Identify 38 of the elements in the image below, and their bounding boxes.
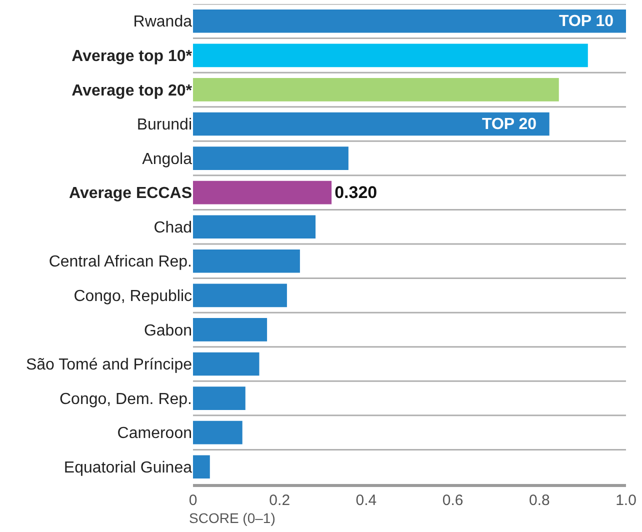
x-tick-label: 0.4 [356, 492, 377, 509]
y-tick-label: Burundi [136, 116, 192, 134]
bar [193, 112, 550, 136]
bar [193, 386, 246, 410]
annotation: TOP 20 [482, 116, 537, 133]
bar [193, 249, 300, 273]
x-tick-label: 0 [188, 492, 198, 509]
bar [193, 180, 332, 204]
annotation: TOP 10 [559, 13, 614, 30]
y-tick-label: Rwanda [133, 14, 192, 31]
bar [193, 215, 316, 239]
y-tick-label: Gabon [144, 322, 192, 340]
y-tick-label: Average top 10* [72, 48, 193, 66]
x-tick-label: 0.2 [269, 492, 290, 509]
bar [193, 284, 287, 308]
y-tick-label: Average top 20* [72, 82, 193, 100]
y-tick-label: Congo, Republic [74, 288, 192, 306]
data-label: 0.320 [334, 183, 378, 202]
y-tick-label: Average ECCAS [68, 185, 192, 202]
bar [193, 44, 588, 68]
y-tick-label: Chad [154, 219, 192, 236]
x-tick-label: 0.6 [442, 492, 464, 509]
y-tick-label: Equatorial Guinea [64, 459, 192, 476]
bar [193, 352, 260, 376]
x-tick-label: 0.8 [528, 492, 550, 509]
x-tick-label: 1.0 [616, 492, 636, 509]
bar [193, 78, 559, 102]
y-tick-label: São Tomé and Príncipe [26, 356, 192, 374]
y-tick-label: Cameroon [117, 425, 192, 442]
bar [193, 318, 268, 342]
bar [193, 9, 626, 33]
x-axis-title: SCORE (0–1) [189, 510, 276, 526]
bar [193, 455, 210, 479]
y-tick-label: Congo, Dem. Rep. [59, 390, 192, 408]
y-tick-label: Central African Rep. [48, 254, 192, 271]
y-tick-label: Angola [142, 150, 192, 168]
bar [193, 420, 242, 444]
bar [193, 146, 348, 170]
